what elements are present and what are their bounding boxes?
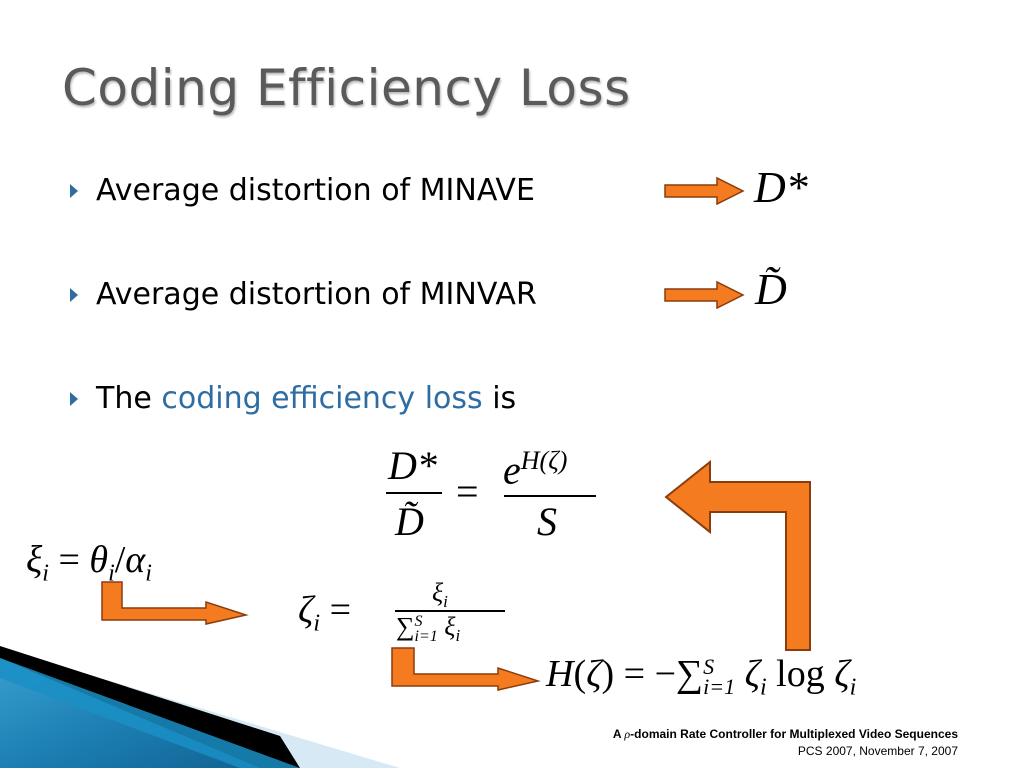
- bent-arrow-icon: [664, 460, 811, 651]
- bullet-marker-icon: [70, 184, 78, 198]
- footer-rho: ρ: [624, 727, 631, 741]
- elbow-arrow-icon: [391, 647, 541, 691]
- right-arrow-icon: [664, 280, 745, 310]
- eq-rhs-denominator: S: [537, 499, 557, 544]
- bullet-marker-icon: [70, 392, 78, 406]
- elbow-arrow-icon: [101, 581, 249, 625]
- bullet-minvar: Average distortion of MINVAR: [70, 272, 537, 316]
- eq-zeta-denominator: ∑S i=1 ξi: [396, 612, 461, 646]
- bullet-minave: Average distortion of MINAVE: [70, 168, 535, 212]
- eq-zeta-numerator: ξi: [432, 578, 448, 612]
- eq-zeta-lhs: ζi =: [298, 589, 351, 637]
- bullet-loss: The coding efficiency loss is: [70, 376, 516, 420]
- eq-lhs-numerator: D*: [388, 443, 437, 488]
- equation-xi: ξi = θi/αi: [26, 539, 152, 587]
- bullet-text: Average distortion of MINVAR: [96, 276, 537, 312]
- eq-equals: =: [456, 469, 479, 514]
- eq-zeta-fraction-bar: [395, 610, 505, 612]
- bullet-text: Average distortion of MINAVE: [96, 172, 535, 208]
- equation-entropy: H(ζ) = −∑S i=1 ζi log ζi: [546, 653, 857, 701]
- bullet-marker-icon: [70, 288, 78, 302]
- eq-lhs-fraction-bar: [386, 492, 442, 494]
- bullet-text-after: is: [482, 380, 517, 416]
- corner-decoration: [0, 646, 400, 768]
- math-d-star: D*: [754, 163, 808, 212]
- footer-prefix: A: [612, 727, 625, 741]
- bullet-text-before: The: [96, 380, 162, 416]
- slide-title: Coding Efficiency Loss: [62, 59, 631, 117]
- footer-title: A ρ-domain Rate Controller for Multiplex…: [613, 727, 958, 742]
- right-arrow-icon: [664, 176, 745, 206]
- eq-rhs-numerator: eH(ζ): [503, 446, 568, 493]
- eq-lhs-denominator: D̃: [395, 499, 424, 544]
- footer-suffix: -domain Rate Controller for Multiplexed …: [630, 727, 958, 741]
- eq-rhs-fraction-bar: [504, 495, 596, 497]
- footer-date: PCS 2007, November 7, 2007: [797, 744, 958, 758]
- math-d-tilde: D̃: [755, 265, 787, 314]
- bullet-highlight: coding efficiency loss: [161, 380, 483, 416]
